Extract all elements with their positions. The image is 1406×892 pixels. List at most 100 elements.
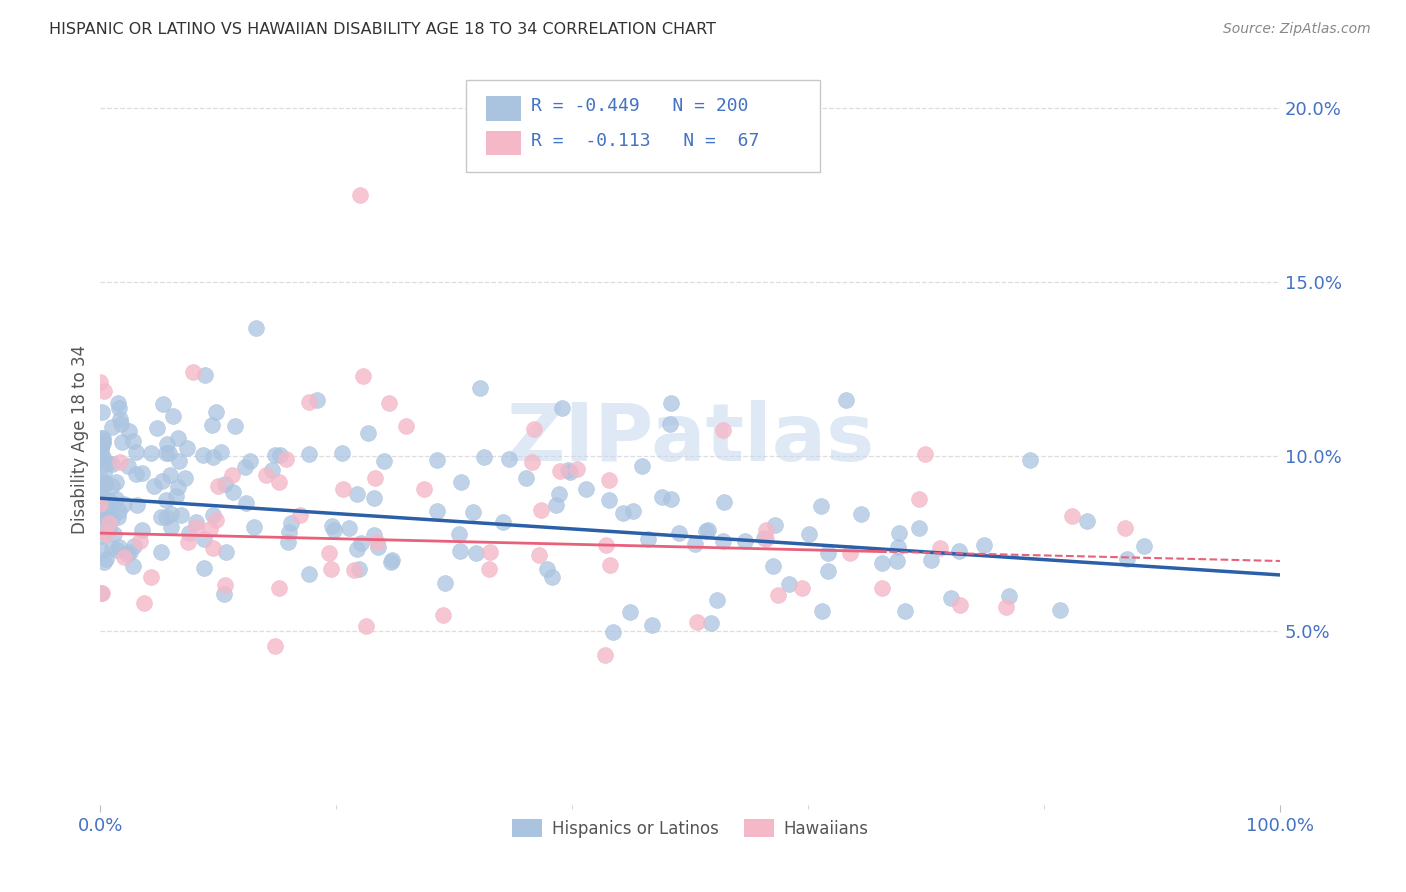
Point (711, 533, 734, 548)
Point (90, 521, 112, 535)
Point (479, 545, 502, 559)
Point (131, 466, 153, 480)
Text: HISPANIC OR LATINO VS HAWAIIAN DISABILITY AGE 18 TO 34 CORRELATION CHART: HISPANIC OR LATINO VS HAWAIIAN DISABILIT… (49, 22, 716, 37)
Point (100, 420, 122, 434)
Point (110, 411, 132, 425)
Point (929, 541, 952, 555)
Point (886, 554, 908, 568)
Point (97, 505, 120, 519)
Point (155, 445, 177, 459)
Point (263, 639, 285, 653)
Point (668, 526, 690, 541)
Point (159, 446, 181, 460)
Point (373, 454, 395, 468)
Point (186, 519, 208, 533)
Point (472, 450, 495, 464)
Point (948, 544, 970, 558)
Point (1114, 521, 1136, 535)
Point (498, 451, 520, 466)
Point (127, 498, 149, 512)
Point (277, 534, 299, 549)
Point (193, 560, 215, 574)
Point (637, 532, 659, 546)
Point (318, 546, 340, 560)
Point (527, 549, 550, 563)
Point (464, 546, 486, 560)
Point (612, 506, 634, 520)
Point (894, 604, 917, 618)
Point (908, 492, 931, 507)
Point (870, 556, 893, 570)
Point (1049, 603, 1071, 617)
Point (558, 465, 581, 479)
Point (356, 426, 378, 441)
Point (159, 507, 181, 521)
Point (221, 467, 243, 482)
Point (276, 451, 298, 466)
Point (550, 464, 572, 478)
Point (111, 434, 134, 449)
Point (105, 492, 128, 507)
Point (799, 527, 821, 541)
Point (995, 599, 1018, 614)
Point (920, 553, 942, 567)
Point (94, 552, 117, 566)
Point (426, 453, 449, 467)
Point (887, 540, 910, 554)
Point (89, 508, 111, 522)
Point (713, 495, 735, 509)
Point (546, 498, 568, 512)
Point (651, 490, 673, 504)
Point (110, 417, 132, 431)
Point (706, 593, 728, 607)
Point (107, 503, 129, 517)
Point (695, 524, 717, 539)
Point (91, 431, 114, 445)
Point (125, 467, 148, 482)
Point (290, 508, 312, 522)
Point (129, 534, 152, 549)
Point (96, 527, 118, 541)
Point (366, 535, 388, 549)
Point (395, 419, 418, 434)
Point (659, 396, 682, 410)
Y-axis label: Disability Age 18 to 34: Disability Age 18 to 34 (72, 344, 89, 533)
Point (685, 615, 707, 629)
Point (838, 546, 860, 560)
Point (143, 479, 166, 493)
FancyBboxPatch shape (486, 131, 522, 155)
Point (811, 604, 834, 618)
Point (245, 321, 267, 335)
Point (93, 466, 115, 480)
Point (557, 463, 579, 477)
Point (367, 540, 389, 554)
Point (186, 515, 208, 529)
Point (349, 188, 371, 202)
Point (380, 555, 402, 569)
Point (205, 405, 228, 419)
Point (93, 510, 115, 524)
Point (349, 562, 371, 576)
Point (101, 510, 124, 524)
Point (755, 524, 778, 538)
Point (166, 431, 188, 445)
Point (973, 538, 995, 552)
Point (434, 575, 457, 590)
Point (461, 505, 484, 519)
Point (207, 479, 229, 493)
Point (94, 476, 117, 491)
Point (150, 474, 173, 488)
Point (530, 503, 553, 517)
Point (305, 393, 328, 408)
Point (523, 422, 546, 436)
Point (269, 475, 291, 490)
Point (201, 508, 224, 522)
Point (817, 564, 839, 578)
Point (997, 589, 1019, 603)
Point (322, 523, 344, 537)
Point (159, 468, 181, 483)
Point (683, 537, 706, 551)
Point (1133, 539, 1156, 553)
Point (264, 448, 287, 462)
Point (193, 368, 215, 383)
